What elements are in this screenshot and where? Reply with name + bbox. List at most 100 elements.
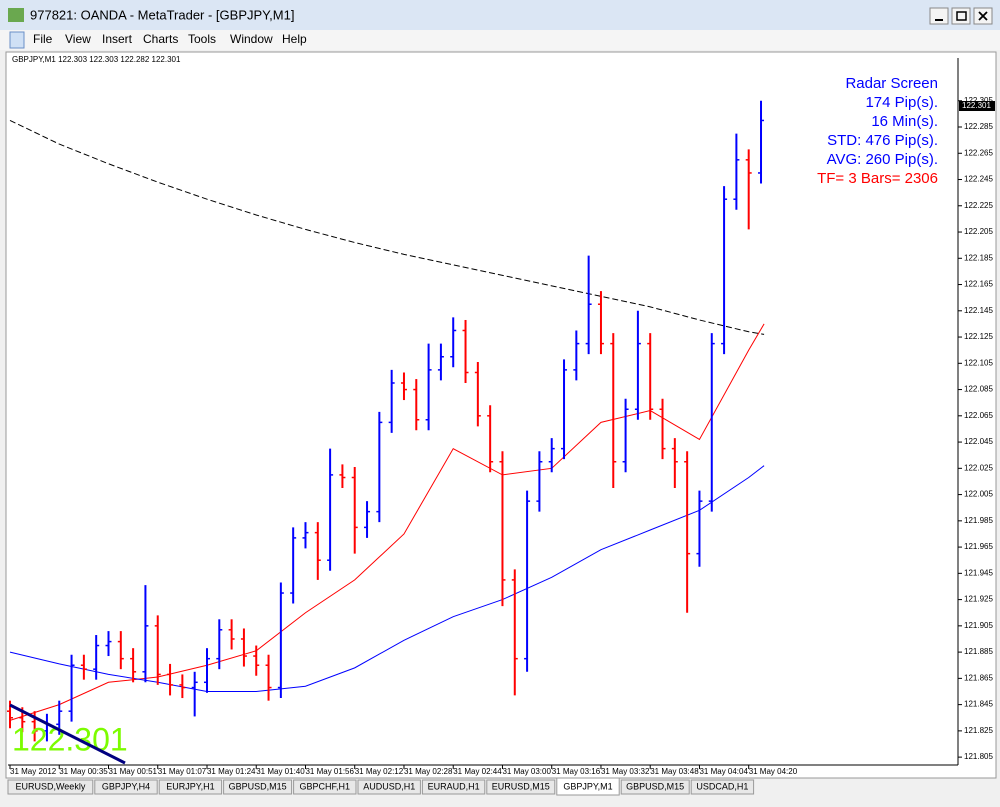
big-price: 122.301 xyxy=(12,721,128,757)
tab[interactable] xyxy=(556,777,620,796)
tab-label: EURUSD,Weekly xyxy=(15,781,85,791)
y-tick-label: 121.905 xyxy=(964,621,993,630)
tab-label: USDCAD,H1 xyxy=(696,781,748,791)
y-tick-label: 122.085 xyxy=(964,385,993,394)
menu: File View Insert Charts Tools Window Help xyxy=(33,32,307,46)
doc-icon xyxy=(9,31,25,49)
x-tick-label: 31 May 03:00 xyxy=(502,767,551,776)
y-tick-label: 122.265 xyxy=(964,148,993,157)
x-tick-label: 31 May 03:32 xyxy=(601,767,650,776)
close-glyph xyxy=(978,11,988,21)
x-tick-label: 31 May 01:24 xyxy=(207,767,256,776)
chart-frame xyxy=(5,51,997,779)
title-bar xyxy=(0,0,1000,30)
tab[interactable] xyxy=(158,779,223,795)
y-tick-label: 121.885 xyxy=(964,647,993,656)
radar-line: 174 Pip(s). xyxy=(865,94,938,111)
x-tick-label: 31 May 03:16 xyxy=(552,767,601,776)
x-tick-label: 31 May 02:28 xyxy=(404,767,453,776)
radar-line: 16 Min(s). xyxy=(871,113,938,130)
tab[interactable] xyxy=(293,779,357,795)
radar-line: STD: 476 Pip(s). xyxy=(827,132,938,149)
tab-label: GBPJPY,H4 xyxy=(102,781,150,791)
y-tick-label: 122.285 xyxy=(964,122,993,131)
y-tick-label: 121.865 xyxy=(964,673,993,682)
x-tick-label: 31 May 01:56 xyxy=(305,767,354,776)
tab-bar: EURUSD,Weekly GBPJPY,H4 EURJPY,H1 GBPUSD,M1… xyxy=(7,777,755,796)
y-tick-label: 122.205 xyxy=(964,227,993,236)
radar-alert: TF= 3 Bars= 2306 xyxy=(817,170,938,187)
tab[interactable] xyxy=(357,779,421,795)
menu-item[interactable]: Window xyxy=(230,32,273,46)
menu-item[interactable]: View xyxy=(65,32,91,46)
y-tick-label: 122.065 xyxy=(964,411,993,420)
tab-label: EURJPY,H1 xyxy=(166,781,214,791)
menu-item[interactable]: Tools xyxy=(188,32,216,46)
tab[interactable] xyxy=(690,779,755,795)
tab-label: GBPUSD,M15 xyxy=(626,781,684,791)
x-tick-label: 31 May 00:35 xyxy=(59,767,108,776)
y-tick-label: 122.125 xyxy=(964,332,993,341)
moving-average xyxy=(9,119,765,335)
y-tick-label: 122.025 xyxy=(964,463,993,472)
x-tick-label: 31 May 02:44 xyxy=(453,767,502,776)
x-tick-label: 31 May 04:20 xyxy=(749,767,798,776)
minimize-btn[interactable] xyxy=(929,7,949,25)
window-title: 977821: OANDA - MetaTrader - [GBPJPY,M1] xyxy=(30,7,294,22)
y-tick-label: 122.005 xyxy=(964,490,993,499)
y-tick-label: 122.145 xyxy=(964,306,993,315)
menu-item[interactable]: Charts xyxy=(143,32,178,46)
menu-item[interactable]: Insert xyxy=(102,32,133,46)
moving-average xyxy=(9,323,765,721)
menu-bar xyxy=(0,30,1000,50)
x-tick-label: 31 May 00:51 xyxy=(108,767,157,776)
y-tick-label: 122.245 xyxy=(964,175,993,184)
tab[interactable] xyxy=(94,779,158,795)
y-tick-label: 121.825 xyxy=(964,726,993,735)
y-tick-label: 121.945 xyxy=(964,568,993,577)
x-tick-label: 31 May 03:48 xyxy=(650,767,699,776)
tab[interactable] xyxy=(7,779,94,795)
y-tick-label: 122.105 xyxy=(964,358,993,367)
x-tick-label: 31 May 02:12 xyxy=(355,767,404,776)
x-tick-label: 31 May 01:40 xyxy=(256,767,305,776)
y-tick-label: 121.925 xyxy=(964,595,993,604)
tab[interactable] xyxy=(223,779,293,795)
plot: GBPJPY,M1 122.303 122.303 122.282 122.30… xyxy=(7,55,995,776)
menu-item[interactable]: Help xyxy=(282,32,307,46)
moving-average xyxy=(9,465,765,692)
restore-glyph xyxy=(956,11,967,21)
y-tick-label: 121.845 xyxy=(964,700,993,709)
y-tick-label: 122.305 xyxy=(964,96,993,105)
price-marker xyxy=(959,101,995,112)
y-tick-label: 121.965 xyxy=(964,542,993,551)
tab-label: GBPCHF,H1 xyxy=(300,781,351,791)
y-tick-label: 122.225 xyxy=(964,201,993,210)
radar-line: AVG: 260 Pip(s). xyxy=(827,151,938,168)
y-tick-label: 121.805 xyxy=(964,752,993,761)
tab-label: AUDUSD,H1 xyxy=(363,781,415,791)
trend-line xyxy=(9,703,126,765)
chart-info: GBPJPY,M1 122.303 122.303 122.282 122.30… xyxy=(12,55,181,64)
tab-label: EURUSD,M15 xyxy=(492,781,550,791)
tab[interactable] xyxy=(620,779,690,795)
tab-label: GBPJPY,M1 xyxy=(563,781,612,791)
price-marker-label: 122.301 xyxy=(962,101,991,110)
x-tick-label: 31 May 2012 xyxy=(10,767,57,776)
app-icon xyxy=(8,8,24,22)
x-tick-label: 31 May 01:07 xyxy=(158,767,207,776)
y-tick-label: 122.185 xyxy=(964,253,993,262)
y-tick-label: 122.045 xyxy=(964,437,993,446)
y-tick-label: 122.165 xyxy=(964,280,993,289)
menu-item[interactable]: File xyxy=(33,32,53,46)
tab-label: GBPUSD,M15 xyxy=(229,781,287,791)
y-tick-label: 121.985 xyxy=(964,516,993,525)
radar-line: Radar Screen xyxy=(845,75,938,92)
x-tick-label: 31 May 04:04 xyxy=(699,767,748,776)
tab-label: EURAUD,H1 xyxy=(428,781,480,791)
tab[interactable] xyxy=(486,779,556,795)
restore-btn[interactable] xyxy=(951,7,971,25)
tab[interactable] xyxy=(421,779,486,795)
